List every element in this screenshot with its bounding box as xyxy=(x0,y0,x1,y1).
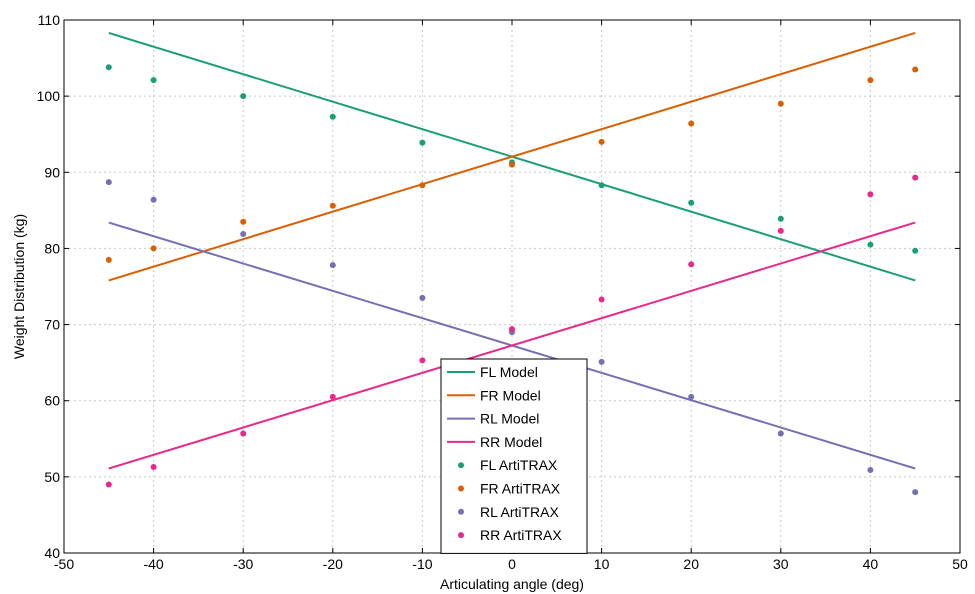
legend-item-fr-model: FR Model xyxy=(447,387,541,403)
fl-artitrax-point xyxy=(598,182,605,189)
fl-artitrax-point xyxy=(105,64,112,71)
legend-item-fl-model: FL Model xyxy=(447,364,538,380)
legend-swatch xyxy=(458,532,464,539)
rl-artitrax-point xyxy=(777,430,784,437)
rr-artitrax-point xyxy=(509,326,515,333)
rl-artitrax-point xyxy=(419,294,426,301)
rl-artitrax-point xyxy=(150,196,157,203)
y-tick-label: 80 xyxy=(44,240,60,256)
legend: FL Model FR Model RL Model RR Model FL ArtiT… xyxy=(440,358,588,554)
y-tick-label: 40 xyxy=(44,545,60,561)
rr-artitrax-point xyxy=(240,430,247,437)
fl-artitrax-point xyxy=(688,199,695,206)
x-tick-label: 0 xyxy=(508,556,516,572)
fr-artitrax-point xyxy=(329,202,336,209)
legend-item-fl-artitrax: FL ArtiTRAX xyxy=(458,457,558,473)
fr-model-line xyxy=(108,31,916,282)
fr-artitrax-point xyxy=(688,120,695,127)
legend-label: FR ArtiTRAX xyxy=(480,481,561,497)
legend-swatch xyxy=(458,485,464,492)
x-axis-label: Articulating angle (deg) xyxy=(440,576,584,592)
x-tick-label: 10 xyxy=(594,556,610,572)
x-tick-label: -20 xyxy=(323,556,343,572)
x-tick-label: 40 xyxy=(863,556,879,572)
rl-artitrax-point xyxy=(240,230,247,237)
fl-artitrax-points xyxy=(105,64,919,254)
fl-artitrax-point xyxy=(150,77,157,84)
fr-artitrax-point xyxy=(105,256,112,263)
rr-artitrax-point xyxy=(598,296,605,303)
y-tick-label: 50 xyxy=(44,469,60,485)
legend-box xyxy=(440,358,588,554)
fr-artitrax-point xyxy=(777,100,784,107)
rr-artitrax-point xyxy=(329,393,336,400)
rr-artitrax-point xyxy=(419,357,426,364)
rl-artitrax-point xyxy=(912,489,919,496)
y-axis-label: Weight Distribution (kg) xyxy=(11,214,27,359)
rl-artitrax-points xyxy=(105,179,919,496)
rr-model-line xyxy=(108,221,916,470)
x-tick-label: 50 xyxy=(952,556,968,572)
legend-label: FL ArtiTRAX xyxy=(480,457,558,473)
rr-artitrax-point xyxy=(912,174,919,181)
fr-artitrax-point xyxy=(867,77,874,84)
y-tick-label: 110 xyxy=(38,12,61,28)
legend-label: FR Model xyxy=(480,387,541,403)
y-tick-label: 60 xyxy=(44,393,60,409)
y-axis-ticks: 40 50 60 70 80 90 100 110 xyxy=(37,12,960,561)
rl-artitrax-point xyxy=(867,467,874,474)
x-tick-label: -40 xyxy=(143,556,163,572)
fl-artitrax-point xyxy=(867,241,874,248)
fl-artitrax-point xyxy=(777,215,784,222)
model-lines xyxy=(108,31,916,470)
rr-artitrax-points xyxy=(105,174,919,488)
legend-label: RR Model xyxy=(480,434,542,450)
fl-artitrax-point xyxy=(419,139,426,146)
x-tick-label: 20 xyxy=(683,556,699,572)
rr-artitrax-point xyxy=(688,261,695,268)
fr-artitrax-points xyxy=(105,66,919,263)
fr-artitrax-point xyxy=(598,138,605,145)
fr-artitrax-point xyxy=(509,161,515,168)
fl-artitrax-point xyxy=(240,93,247,100)
fr-artitrax-point xyxy=(150,245,157,252)
legend-item-fr-artitrax: FR ArtiTRAX xyxy=(458,481,561,497)
x-axis-ticks: -50 -40 -30 -20 -10 0 10 20 30 40 50 xyxy=(54,20,968,572)
legend-swatch xyxy=(458,462,464,469)
fl-artitrax-point xyxy=(912,247,919,254)
fl-artitrax-point xyxy=(329,113,336,120)
fr-artitrax-point xyxy=(240,218,247,225)
legend-item-rl-artitrax: RL ArtiTRAX xyxy=(458,504,559,520)
rl-artitrax-point xyxy=(598,358,605,365)
rl-artitrax-point xyxy=(329,262,336,269)
rr-artitrax-point xyxy=(777,227,784,234)
rl-artitrax-point xyxy=(105,179,112,186)
rl-artitrax-point xyxy=(688,393,695,400)
y-tick-label: 100 xyxy=(37,88,61,104)
fr-artitrax-point xyxy=(419,182,426,189)
rr-artitrax-point xyxy=(105,481,112,488)
legend-swatch xyxy=(458,508,464,515)
legend-item-rr-artitrax: RR ArtiTRAX xyxy=(458,527,562,543)
y-tick-label: 70 xyxy=(44,317,60,333)
legend-label: RL ArtiTRAX xyxy=(480,504,559,520)
legend-item-rl-model: RL Model xyxy=(447,411,539,427)
x-tick-label: -10 xyxy=(412,556,432,572)
rr-artitrax-point xyxy=(150,463,157,470)
rr-artitrax-point xyxy=(867,191,874,198)
legend-label: RR ArtiTRAX xyxy=(480,527,562,543)
y-tick-label: 90 xyxy=(44,164,60,180)
fr-artitrax-point xyxy=(912,66,919,73)
data-points xyxy=(105,64,919,496)
x-tick-label: -30 xyxy=(233,556,253,572)
x-tick-label: -50 xyxy=(54,556,74,572)
legend-item-rr-model: RR Model xyxy=(447,434,542,450)
x-tick-label: 30 xyxy=(773,556,789,572)
legend-label: RL Model xyxy=(480,411,539,427)
legend-label: FL Model xyxy=(480,364,538,380)
